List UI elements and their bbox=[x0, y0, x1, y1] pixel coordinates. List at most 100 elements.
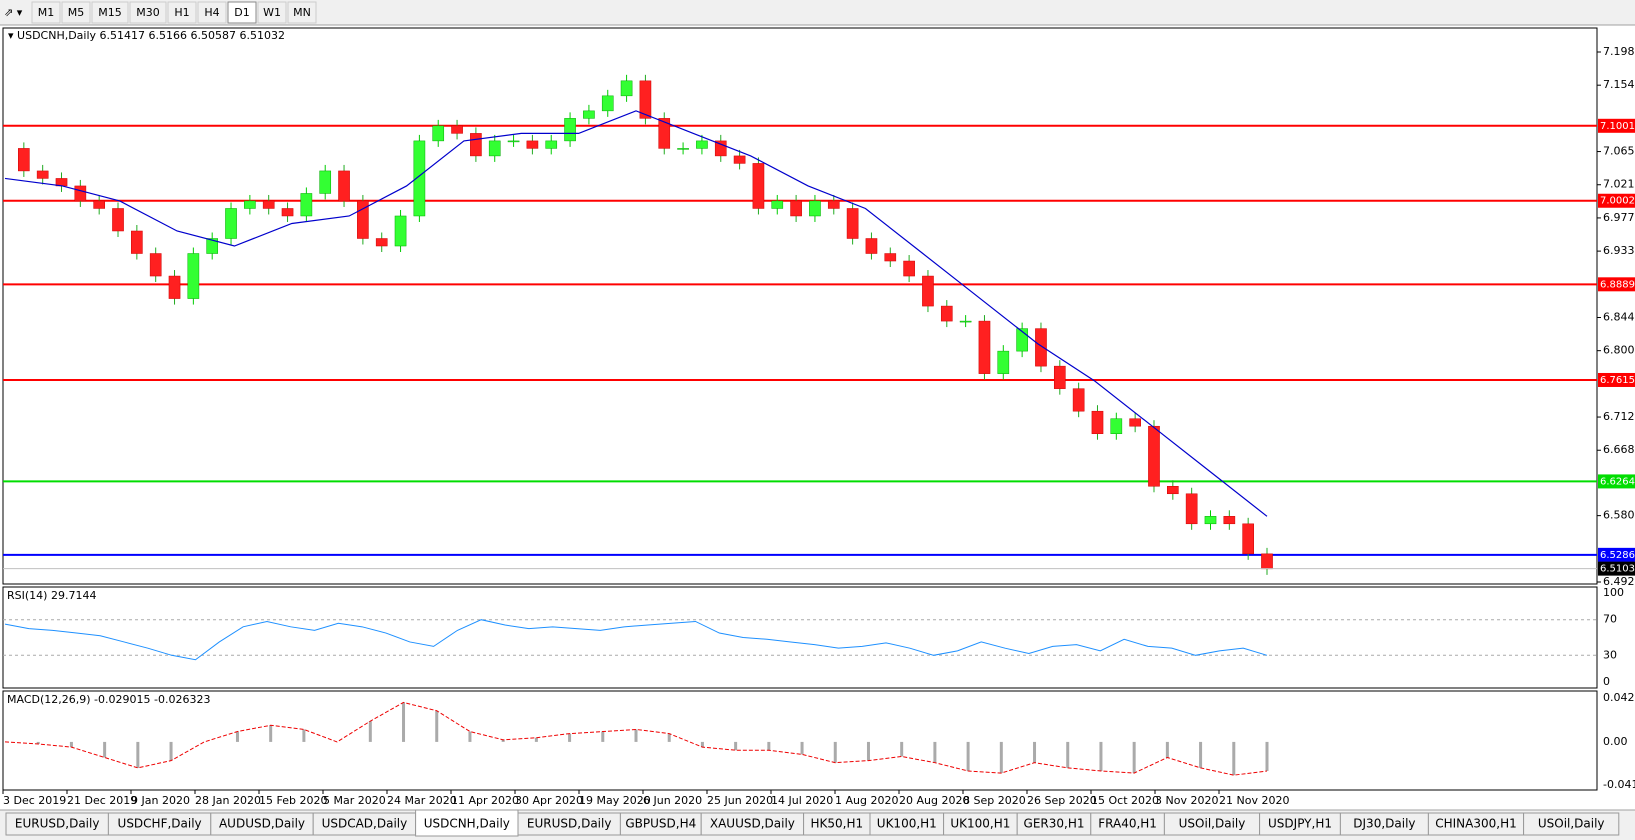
tab-label[interactable]: USDCAD,Daily bbox=[322, 817, 408, 831]
tab[interactable] bbox=[1523, 812, 1620, 836]
tab-label[interactable]: UK100,H1 bbox=[950, 817, 1010, 831]
time-label: 5 Mar 2020 bbox=[323, 794, 386, 807]
candle bbox=[940, 305, 953, 322]
time-label: 3 Dec 2019 bbox=[3, 794, 66, 807]
timeframe-label[interactable]: M5 bbox=[68, 6, 85, 19]
level-label: 6.52865 bbox=[1600, 550, 1635, 561]
time-label: 6 Jun 2020 bbox=[643, 794, 702, 807]
level-tag bbox=[1598, 547, 1635, 562]
candle bbox=[959, 320, 972, 323]
candle bbox=[903, 260, 915, 277]
candle bbox=[677, 148, 689, 150]
candle bbox=[809, 200, 821, 217]
tab-label[interactable]: CHINA300,H1 bbox=[1435, 817, 1517, 831]
candle bbox=[244, 200, 256, 209]
timeframe-label[interactable]: H1 bbox=[174, 6, 189, 19]
candle bbox=[752, 163, 765, 209]
rsi-value: 29.7144 bbox=[51, 589, 97, 602]
candle bbox=[394, 215, 407, 247]
macd-tick-label: -0.04148 bbox=[1603, 778, 1635, 791]
time-label: 15 Oct 2020 bbox=[1091, 794, 1159, 807]
level-tag bbox=[1598, 118, 1635, 133]
tab-label[interactable]: FRA40,H1 bbox=[1098, 817, 1157, 831]
candle bbox=[696, 140, 708, 149]
candle bbox=[300, 193, 313, 217]
tab-label[interactable]: USDCNH,Daily bbox=[424, 817, 510, 831]
candle bbox=[1167, 486, 1179, 495]
time-label: 19 May 2020 bbox=[579, 794, 651, 807]
tab-label[interactable]: USOil,Daily bbox=[1179, 817, 1246, 831]
time-label: 26 Sep 2020 bbox=[1027, 794, 1097, 807]
time-label: 28 Jan 2020 bbox=[195, 794, 261, 807]
timeframe-button[interactable] bbox=[197, 1, 227, 24]
tab-label[interactable]: USOil,Daily bbox=[1538, 817, 1605, 831]
timeframe-label[interactable]: H4 bbox=[204, 6, 219, 19]
high: 6.5166 bbox=[149, 29, 188, 42]
candle bbox=[1261, 553, 1273, 570]
candle bbox=[338, 170, 350, 202]
tab-label[interactable]: USDJPY,H1 bbox=[1268, 817, 1332, 831]
timeframe-label[interactable]: M1 bbox=[38, 6, 55, 19]
moving-average bbox=[4, 110, 1268, 517]
candle bbox=[846, 208, 859, 239]
tab[interactable] bbox=[415, 809, 519, 837]
candle bbox=[74, 185, 87, 202]
tool-icon[interactable]: ⇗ ▾ bbox=[4, 6, 23, 19]
macd-tick-label: 0.042275 bbox=[1603, 691, 1635, 704]
tab-label[interactable]: EURUSD,Daily bbox=[15, 817, 100, 831]
timeframe-button[interactable] bbox=[257, 1, 287, 24]
timeframe-label[interactable]: W1 bbox=[263, 6, 281, 19]
timeframe-button[interactable] bbox=[227, 1, 257, 24]
time-label: 24 Mar 2020 bbox=[387, 794, 457, 807]
candle bbox=[187, 253, 200, 299]
level-label: 7.00029 bbox=[1600, 196, 1635, 207]
timeframe-button[interactable] bbox=[31, 1, 61, 24]
tab-label[interactable]: GER30,H1 bbox=[1024, 817, 1085, 831]
candle bbox=[1223, 516, 1236, 525]
level-label: 6.88897 bbox=[1600, 279, 1635, 290]
rsi-header: RSI(14) 29.7144 bbox=[7, 589, 96, 602]
level-tag bbox=[1598, 474, 1635, 489]
time-label: 9 Jan 2020 bbox=[131, 794, 190, 807]
candle bbox=[827, 200, 840, 209]
candle bbox=[620, 80, 633, 97]
tab-label[interactable]: UK100,H1 bbox=[877, 817, 937, 831]
tab-label[interactable]: DJ30,Daily bbox=[1353, 817, 1415, 831]
timeframe-label[interactable]: MN bbox=[293, 6, 311, 19]
level-tag bbox=[1598, 372, 1635, 387]
timeframe-label[interactable]: D1 bbox=[234, 6, 249, 19]
timeframe-button[interactable] bbox=[61, 1, 91, 24]
tab-label[interactable]: GBPUSD,H4 bbox=[625, 817, 696, 831]
tab-label[interactable]: USDCHF,Daily bbox=[118, 817, 202, 831]
candle bbox=[432, 125, 445, 142]
price-tick-label: 6.80060 bbox=[1603, 344, 1635, 357]
candle bbox=[1148, 425, 1160, 487]
candle bbox=[771, 200, 784, 209]
candle bbox=[1185, 493, 1198, 525]
tab-label[interactable]: XAUUSD,Daily bbox=[710, 817, 795, 831]
price-tick-label: 6.66800 bbox=[1603, 443, 1635, 456]
timeframe-button[interactable] bbox=[129, 1, 167, 24]
tab-label[interactable]: EURUSD,Daily bbox=[527, 817, 612, 831]
candle bbox=[526, 140, 539, 149]
timeframe-button[interactable] bbox=[287, 1, 317, 24]
candle bbox=[922, 275, 934, 307]
tab-label[interactable]: HK50,H1 bbox=[810, 817, 863, 831]
open: 6.51417 bbox=[100, 29, 146, 42]
candle bbox=[1204, 516, 1217, 525]
timeframe-button[interactable] bbox=[91, 1, 129, 24]
candle bbox=[884, 253, 897, 262]
time-label: 25 Jun 2020 bbox=[707, 794, 773, 807]
timeframe-label[interactable]: M30 bbox=[136, 6, 160, 19]
candle bbox=[93, 200, 105, 209]
time-label: 20 Aug 2020 bbox=[899, 794, 969, 807]
current-price-label: 6.51032 bbox=[1600, 564, 1635, 575]
timeframe-button[interactable] bbox=[167, 1, 197, 24]
candle bbox=[583, 110, 595, 119]
candle bbox=[1035, 328, 1047, 367]
tab-label[interactable]: AUDUSD,Daily bbox=[219, 817, 305, 831]
timeframe-label[interactable]: M15 bbox=[98, 6, 122, 19]
macd-signal-line bbox=[4, 701, 1268, 776]
